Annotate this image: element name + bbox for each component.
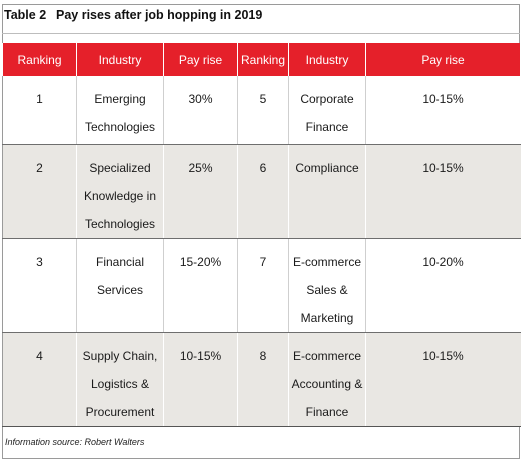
ranking-cell: 3 — [2, 238, 77, 333]
pay-rise-table: Ranking Industry Pay rise Ranking Indust… — [2, 43, 521, 427]
header-row: Ranking Industry Pay rise Ranking Indust… — [2, 43, 521, 76]
industry-cell: Supply Chain, Logistics & Procurement — [76, 332, 164, 427]
ranking-cell: 2 — [2, 144, 77, 239]
ranking-cell: 5 — [237, 76, 289, 145]
industry-cell: Compliance — [288, 144, 366, 239]
table-caption: Table 2 Pay rises after job hopping in 20… — [4, 8, 262, 22]
header-pay-rise-right: Pay rise — [365, 43, 521, 76]
header-pay-rise-left: Pay rise — [163, 43, 238, 76]
industry-cell: Specialized Knowledge in Technologies — [76, 144, 164, 239]
ranking-cell: 8 — [237, 332, 289, 427]
pay-rise-cell: 15-20% — [163, 238, 238, 333]
industry-cell: Emerging Technologies — [76, 76, 164, 145]
header-ranking-right: Ranking — [237, 43, 289, 76]
industry-cell: E-commerce Accounting & Finance — [288, 332, 366, 427]
ranking-cell: 1 — [2, 76, 77, 145]
pay-rise-cell: 10-15% — [365, 332, 521, 427]
table-title: Pay rises after job hopping in 2019 — [56, 8, 263, 22]
pay-rise-cell: 10-15% — [365, 144, 521, 239]
caption-divider — [2, 33, 520, 34]
pay-rise-cell: 10-20% — [365, 238, 521, 333]
header-industry-left: Industry — [76, 43, 164, 76]
industry-cell: E-commerce Sales & Marketing — [288, 238, 366, 333]
industry-cell: Financial Services — [76, 238, 164, 333]
ranking-cell: 4 — [2, 332, 77, 427]
pay-rise-cell: 25% — [163, 144, 238, 239]
pay-rise-cell: 30% — [163, 76, 238, 145]
source-note: Information source: Robert Walters — [5, 437, 145, 447]
industry-cell: Corporate Finance — [288, 76, 366, 145]
pay-rise-cell: 10-15% — [163, 332, 238, 427]
ranking-cell: 6 — [237, 144, 289, 239]
table-row: 1 Emerging Technologies 30% 5 Corporate … — [2, 76, 521, 145]
ranking-cell: 7 — [237, 238, 289, 333]
table-row: 4 Supply Chain, Logistics & Procurement … — [2, 332, 521, 427]
table-row: 2 Specialized Knowledge in Technologies … — [2, 144, 521, 239]
pay-rise-cell: 10-15% — [365, 76, 521, 145]
header-industry-right: Industry — [288, 43, 366, 76]
table-row: 3 Financial Services 15-20% 7 E-commerce… — [2, 238, 521, 333]
header-ranking-left: Ranking — [2, 43, 77, 76]
table-number: Table 2 — [4, 8, 47, 22]
